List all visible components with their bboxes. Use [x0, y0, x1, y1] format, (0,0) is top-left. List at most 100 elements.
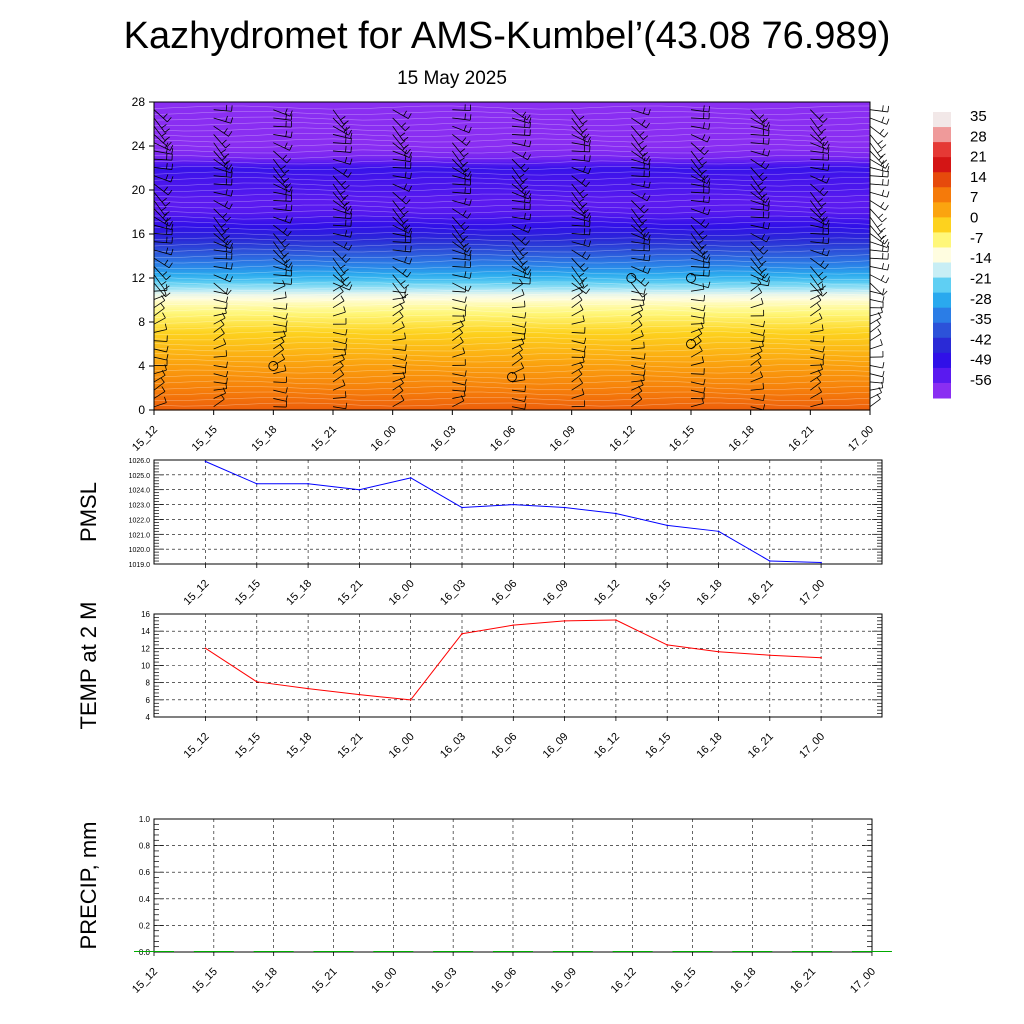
wind-barb-flag	[762, 382, 765, 389]
heatmap-band	[154, 344, 870, 347]
wind-barb	[690, 200, 709, 203]
wind-barb	[273, 175, 287, 189]
wind-barb	[213, 312, 227, 317]
contour-line	[153, 391, 871, 396]
wind-barb-flag	[639, 147, 645, 153]
wind-barb	[153, 257, 170, 269]
wind-barb-flag	[759, 245, 765, 251]
wind-barb-flag	[884, 238, 889, 245]
heatmap-band	[154, 381, 870, 385]
wind-barb-flag	[523, 271, 526, 278]
wind-barb-flag	[757, 361, 762, 367]
wind-barb-flag	[464, 113, 466, 120]
wind-barb-flag	[887, 105, 890, 112]
wind-barb	[810, 109, 824, 123]
wind-barb	[213, 388, 227, 391]
wind-barb	[332, 311, 346, 317]
x-tick-label: 16_15	[668, 966, 698, 996]
wind-barb	[273, 191, 292, 196]
wind-barb-flag	[648, 109, 651, 116]
wind-barb-flag	[410, 172, 412, 179]
wind-barb-flag	[524, 321, 527, 328]
wind-barb	[631, 257, 650, 262]
wind-barb	[571, 208, 588, 219]
wind-barb-flag	[161, 281, 167, 286]
wind-barb	[273, 249, 286, 264]
wind-barb	[273, 266, 291, 272]
wind-barb	[153, 208, 167, 223]
wind-barb-flag	[220, 328, 225, 334]
wind-barb-flag	[344, 391, 347, 398]
wind-barb-flag	[225, 115, 228, 122]
wind-barb	[452, 400, 465, 408]
wind-barb	[631, 233, 649, 241]
wind-barb-flag	[643, 341, 645, 348]
wind-barb	[213, 290, 227, 295]
heatmap-band	[154, 348, 870, 352]
wind-barb	[571, 167, 589, 175]
wind-barb-flag	[221, 231, 227, 236]
wind-barb-flag	[648, 238, 651, 245]
colorbar-swatch	[933, 112, 951, 128]
wind-barb	[213, 355, 227, 358]
wind-barb	[511, 282, 530, 285]
heatmap-band	[154, 113, 870, 116]
wind-barb-flag	[166, 117, 172, 123]
wind-barb-flag	[405, 361, 407, 368]
wind-barb-flag	[645, 122, 650, 129]
heatmap-band	[154, 359, 870, 363]
heatmap-band	[154, 132, 870, 136]
contour-line	[153, 166, 871, 170]
wind-barb	[213, 183, 232, 186]
wind-barb	[631, 125, 644, 140]
wind-barb	[332, 274, 348, 287]
wind-barb-flag	[164, 218, 169, 224]
wind-barb-flag	[399, 385, 404, 391]
series-line-segment	[564, 619, 616, 622]
contour-line	[153, 276, 871, 280]
heatmap-band	[154, 346, 870, 349]
data-point	[461, 506, 463, 509]
wind-barb	[213, 324, 225, 333]
series-line-segment	[564, 507, 616, 514]
heatmap-band	[154, 269, 870, 272]
wind-barb-flag	[523, 373, 526, 380]
wind-barb	[869, 373, 883, 378]
wind-barb-flag	[519, 256, 525, 261]
heatmap-band	[154, 187, 870, 191]
wind-barb	[571, 233, 590, 236]
wind-barb	[631, 304, 645, 309]
wind-barb	[511, 183, 527, 196]
wind-barb-flag	[761, 118, 765, 125]
heatmap-band	[154, 377, 870, 380]
data-point	[820, 561, 822, 564]
wind-barb	[452, 341, 464, 350]
wind-barb-flag	[763, 394, 765, 401]
wind-barb	[213, 200, 230, 210]
x-tick-label: 16_15	[643, 731, 673, 761]
wind-barb	[631, 241, 650, 245]
wind-barb	[571, 183, 584, 199]
wind-barb-flag	[886, 241, 890, 248]
wind-barb	[392, 348, 406, 351]
wind-barb	[869, 158, 886, 169]
wind-barb-flag	[761, 233, 765, 240]
y-tick-label: 1023.0	[129, 503, 151, 510]
wind-barb-flag	[706, 136, 711, 143]
wind-barb-flag	[339, 286, 344, 292]
wind-barb	[690, 340, 702, 350]
wind-barb	[810, 183, 825, 197]
contour-line	[153, 182, 871, 187]
wind-barb	[750, 332, 764, 336]
wind-barb	[571, 393, 585, 399]
wind-barb	[273, 167, 285, 183]
contour-line	[153, 347, 871, 352]
wind-barb-flag	[346, 281, 351, 287]
wind-barb-flag	[762, 148, 765, 155]
heatmap-band	[154, 324, 870, 327]
chart-subtitle: 15 May 2025	[397, 68, 507, 89]
wind-barb	[332, 167, 349, 178]
wind-barb	[332, 216, 351, 220]
wind-barb-flag	[165, 275, 171, 281]
heatmap-band	[154, 308, 870, 312]
